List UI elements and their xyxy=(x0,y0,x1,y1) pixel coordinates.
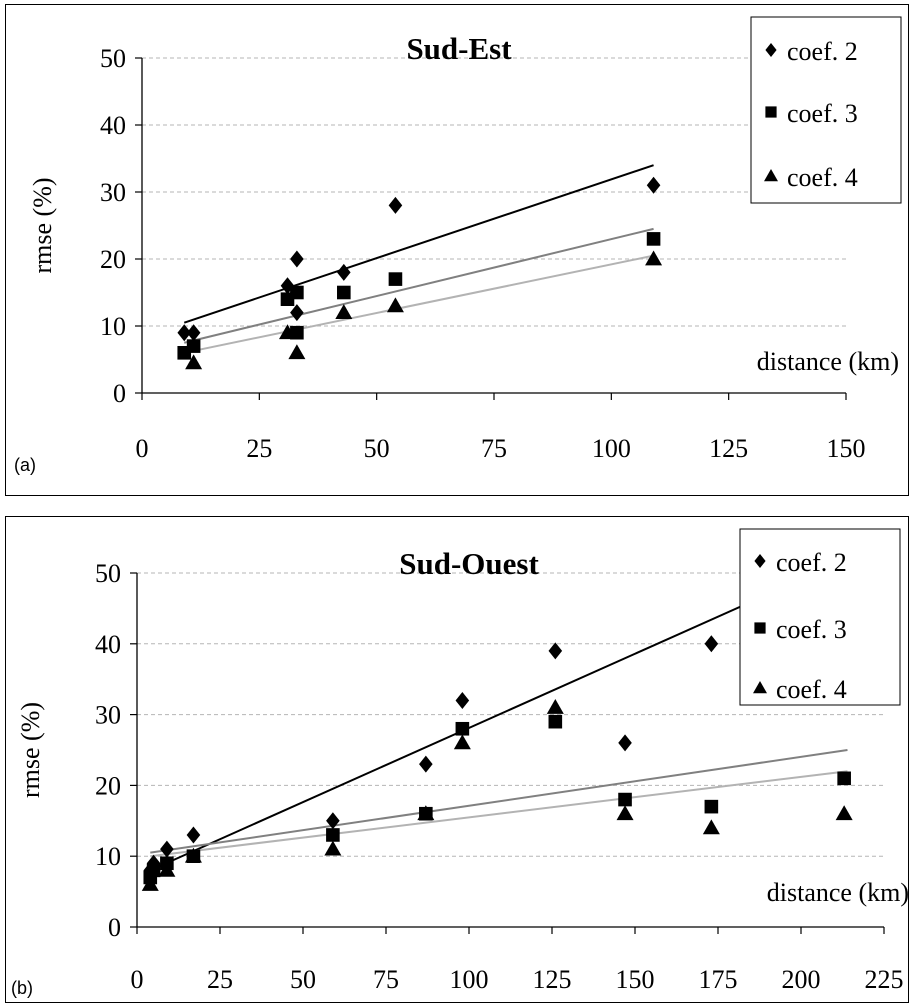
trendline xyxy=(184,256,653,353)
y-tick-label: 20 xyxy=(100,245,126,274)
data-point-square xyxy=(456,722,470,736)
data-point-triangle xyxy=(454,734,471,749)
y-tick-label: 50 xyxy=(95,559,121,588)
chart-title: Sud-Ouest xyxy=(399,546,539,581)
y-axis-label: rmse (%) xyxy=(16,702,45,798)
x-tick-label: 0 xyxy=(131,965,144,994)
legend: coef. 2 coef. 3 coef. 4 xyxy=(751,17,901,203)
legend-square-icon xyxy=(754,622,765,633)
data-point-triangle xyxy=(836,805,853,820)
data-point-square xyxy=(549,715,563,729)
data-point-triangle xyxy=(645,251,662,266)
y-tick-label: 0 xyxy=(108,913,121,942)
chart-title: Sud-Est xyxy=(406,31,512,66)
data-point-triangle xyxy=(387,297,404,312)
y-tick-label: 10 xyxy=(100,312,126,341)
data-point-diamond xyxy=(419,756,433,773)
data-point-triangle xyxy=(617,805,634,820)
legend-label: coef. 3 xyxy=(787,99,858,128)
x-tick-label: 100 xyxy=(450,965,489,994)
data-point-square xyxy=(326,828,340,842)
y-tick-label: 50 xyxy=(100,44,126,73)
chart-sud-est: 0 10 20 30 40 50 0 25 50 75 100 125 150 Sud-Est rmse (… xyxy=(6,5,910,497)
data-point-square xyxy=(705,800,719,814)
y-tick-label: 30 xyxy=(95,701,121,730)
data-point-diamond xyxy=(618,734,632,751)
x-tick-label: 50 xyxy=(290,965,316,994)
x-tick-label: 75 xyxy=(373,965,399,994)
x-tick-label: 150 xyxy=(616,965,655,994)
legend-label: coef. 4 xyxy=(776,675,847,704)
data-point-diamond xyxy=(389,197,403,214)
x-tick-label: 50 xyxy=(364,434,390,463)
data-point-square xyxy=(290,286,304,300)
data-point-square xyxy=(647,232,661,246)
trendline xyxy=(150,771,847,856)
x-axis-label: distance (km) xyxy=(757,347,899,376)
data-point-diamond xyxy=(290,251,304,268)
data-point-diamond xyxy=(337,264,351,281)
data-point-diamond xyxy=(456,692,470,709)
x-tick-label: 125 xyxy=(709,434,748,463)
x-tick-label: 150 xyxy=(827,434,866,463)
data-point-triangle xyxy=(547,699,564,714)
panel-label: (a) xyxy=(14,455,36,475)
x-tick-label: 100 xyxy=(592,434,631,463)
x-tick-label: 25 xyxy=(246,434,272,463)
data-point-square xyxy=(837,772,851,786)
chart-panel-sud-ouest: 0 10 20 30 40 50 0 25 50 75 100 125 150 175 200 225 Sud-… xyxy=(5,516,909,1003)
data-point-diamond xyxy=(187,826,201,843)
x-tick-label: 0 xyxy=(136,434,149,463)
y-tick-label: 30 xyxy=(100,178,126,207)
y-tick-label: 0 xyxy=(113,379,126,408)
x-tick-label: 175 xyxy=(699,965,738,994)
x-tick-label: 125 xyxy=(533,965,572,994)
data-point-triangle xyxy=(703,819,720,834)
data-point-square xyxy=(337,286,351,300)
x-tick-label: 75 xyxy=(481,434,507,463)
chart-sud-ouest: 0 10 20 30 40 50 0 25 50 75 100 125 150 175 200 225 Sud-… xyxy=(6,517,910,1004)
x-tick-label: 25 xyxy=(207,965,233,994)
y-tick-label: 40 xyxy=(100,111,126,140)
y-tick-label: 10 xyxy=(95,842,121,871)
x-axis-label: distance (km) xyxy=(767,878,909,907)
chart-panel-sud-est: 0 10 20 30 40 50 0 25 50 75 100 125 150 Sud-Est rmse (… xyxy=(5,4,909,496)
data-point-square xyxy=(618,793,632,807)
x-tick-label: 225 xyxy=(865,965,904,994)
x-tick-label: 200 xyxy=(782,965,821,994)
trendline xyxy=(150,750,847,853)
legend: coef. 2 coef. 3 coef. 4 xyxy=(740,529,900,705)
y-tick-label: 20 xyxy=(95,771,121,800)
trendline xyxy=(184,165,653,322)
data-point-diamond xyxy=(549,642,563,659)
legend-label: coef. 2 xyxy=(787,37,858,66)
data-point-triangle xyxy=(324,841,341,856)
legend-label: coef. 3 xyxy=(776,615,847,644)
y-axis-label: rmse (%) xyxy=(28,177,57,273)
data-point-diamond xyxy=(647,177,661,194)
data-point-square xyxy=(147,864,161,878)
legend-label: coef. 4 xyxy=(787,163,858,192)
panel-label: (b) xyxy=(11,978,33,998)
legend-label: coef. 2 xyxy=(776,548,847,577)
data-point-square xyxy=(187,339,201,353)
data-point-square xyxy=(389,272,403,286)
data-point-diamond xyxy=(705,635,719,652)
y-tick-label: 40 xyxy=(95,630,121,659)
legend-square-icon xyxy=(765,106,776,117)
data-point-triangle xyxy=(288,344,305,359)
data-point-diamond xyxy=(290,304,304,321)
